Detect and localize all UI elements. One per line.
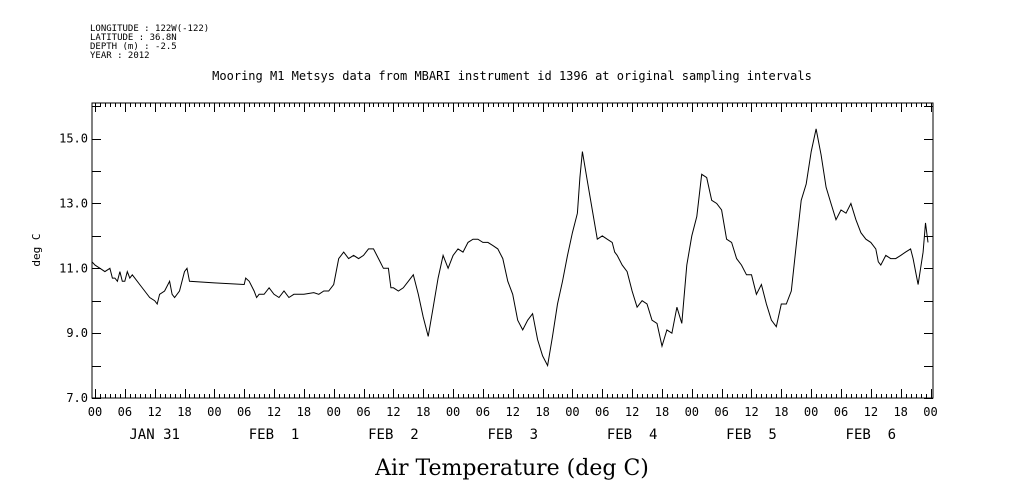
latitude-label: LATITUDE : 36.8N	[90, 33, 177, 43]
y-tick-label: 11.0	[59, 261, 88, 275]
x-hour-label: 12	[506, 405, 520, 419]
y-tick-label: 7.0	[66, 391, 88, 405]
y-tick-label: 13.0	[59, 196, 88, 210]
depth-label: DEPTH (m) : -2.5	[90, 42, 177, 52]
x-hour-label: 00	[446, 405, 460, 419]
x-hour-label: 06	[714, 405, 728, 419]
x-hour-label: 00	[326, 405, 340, 419]
year-label: YEAR : 2012	[90, 51, 150, 61]
chart-title: Mooring M1 Metsys data from MBARI instru…	[212, 69, 812, 83]
x-date-label: FEB 1	[249, 427, 300, 443]
x-axis-label: Air Temperature (deg C)	[374, 456, 649, 481]
x-hour-label: 00	[804, 405, 818, 419]
x-hour-label: 06	[237, 405, 251, 419]
x-hour-label: 06	[595, 405, 609, 419]
x-hour-label: 18	[535, 405, 549, 419]
x-date-label: FEB 6	[846, 427, 897, 443]
longitude-label: LONGITUDE : 122W(-122)	[90, 24, 209, 34]
x-hour-label: 12	[625, 405, 639, 419]
x-hour-label: 18	[416, 405, 430, 419]
air-temperature-line	[91, 128, 929, 368]
x-date-label: FEB 3	[487, 427, 538, 443]
x-axis-ticks: 00 06 12 18 00 06 12 18 00 06 12 18 00 06 12 18 00 06 12 18…	[88, 103, 938, 443]
x-hour-label: 18	[297, 405, 311, 419]
x-hour-label: 12	[864, 405, 878, 419]
x-hour-label: 00	[207, 405, 221, 419]
x-hour-label: 18	[177, 405, 191, 419]
x-date-label: FEB 5	[726, 427, 777, 443]
plot-frame	[91, 102, 934, 399]
x-hour-label: 06	[834, 405, 848, 419]
x-hour-label: 12	[267, 405, 281, 419]
x-date-label: FEB 4	[607, 427, 658, 443]
y-tick-label: 15.0	[59, 132, 88, 146]
x-hour-label: 00	[685, 405, 699, 419]
y-axis-ticks: 7.0 9.0 11.0 13.0 15.0	[59, 106, 933, 405]
y-tick-label: 9.0	[66, 326, 88, 340]
x-hour-label: 06	[118, 405, 132, 419]
x-hour-label: 12	[147, 405, 161, 419]
x-hour-label: 00	[565, 405, 579, 419]
x-hour-label: 12	[744, 405, 758, 419]
x-hour-label: 06	[476, 405, 490, 419]
x-hour-label: 18	[893, 405, 907, 419]
x-hour-label: 06	[356, 405, 370, 419]
x-date-label: JAN 31	[129, 427, 180, 443]
plot-axes	[91, 102, 934, 399]
x-hour-label: 18	[774, 405, 788, 419]
y-axis-label: deg C	[30, 233, 43, 266]
x-hour-label: 00	[923, 405, 937, 419]
x-hour-label: 12	[386, 405, 400, 419]
x-date-label: FEB 2	[368, 427, 419, 443]
x-hour-label: 00	[88, 405, 102, 419]
x-hour-label: 18	[655, 405, 669, 419]
